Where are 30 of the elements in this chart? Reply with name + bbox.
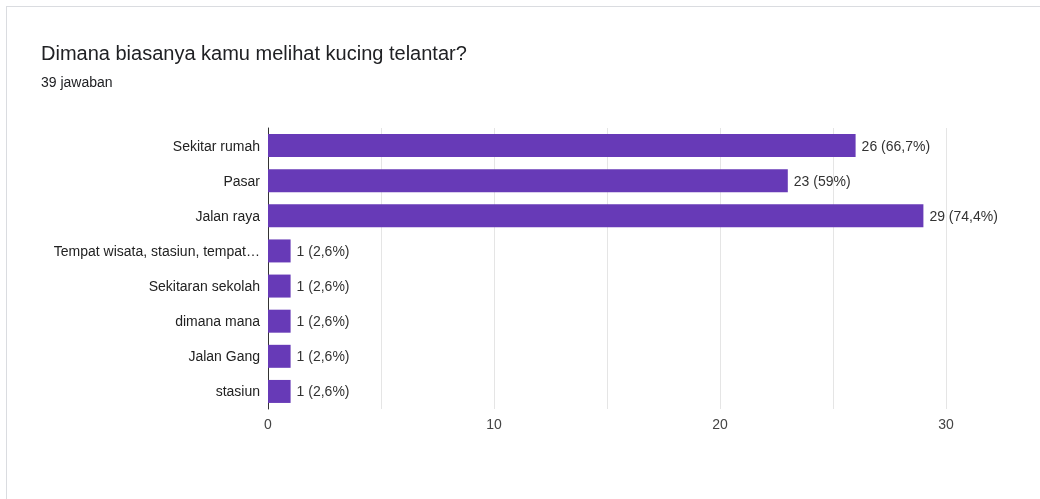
- x-tick-label: 30: [938, 416, 954, 432]
- data-label: 1 (2,6%): [296, 383, 350, 400]
- y-tick-label: Sekitar rumah: [172, 137, 260, 154]
- data-label: 1 (2,6%): [296, 278, 350, 295]
- y-tick-label: stasiun: [215, 383, 260, 400]
- data-label: 1 (2,6%): [296, 242, 350, 259]
- bar: [268, 134, 856, 158]
- y-tick-label: Jalan raya: [195, 207, 261, 224]
- bar: [268, 274, 291, 298]
- y-tick-label: Jalan Gang: [188, 348, 260, 365]
- chart-title: Dimana biasanya kamu melihat kucing telantar?: [41, 42, 467, 64]
- bar: [268, 309, 291, 333]
- text: 39 jawaban: [41, 74, 113, 90]
- y-tick-label: Pasar: [223, 172, 261, 189]
- bar: [268, 344, 291, 368]
- x-tick-label: 0: [264, 416, 273, 432]
- bar: [268, 169, 788, 193]
- bar: [268, 379, 291, 403]
- data-label: 29 (74,4%): [929, 207, 998, 224]
- y-tick-label: Sekitaran sekolah: [148, 278, 260, 295]
- data-label: 23 (59%): [793, 172, 851, 189]
- bar: [268, 239, 291, 263]
- x-tick-label: 10: [486, 416, 502, 432]
- data-label: 26 (66,7%): [861, 137, 931, 154]
- data-label: 1 (2,6%): [296, 348, 350, 365]
- y-tick-label: dimana mana: [175, 313, 261, 330]
- y-tick-label: Tempat wisata, stasiun, tempat…: [53, 242, 260, 259]
- data-label: 1 (2,6%): [296, 313, 350, 330]
- x-tick-label: 20: [712, 416, 728, 432]
- bar: [268, 204, 924, 228]
